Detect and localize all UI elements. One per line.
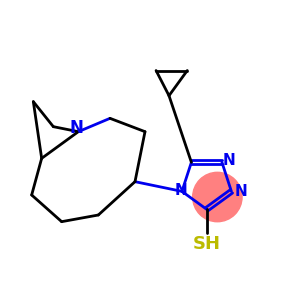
Text: N: N: [70, 119, 84, 137]
Text: SH: SH: [193, 235, 221, 253]
Text: N: N: [223, 153, 236, 168]
Text: N: N: [175, 183, 188, 198]
Text: N: N: [234, 184, 247, 199]
Circle shape: [193, 172, 242, 222]
